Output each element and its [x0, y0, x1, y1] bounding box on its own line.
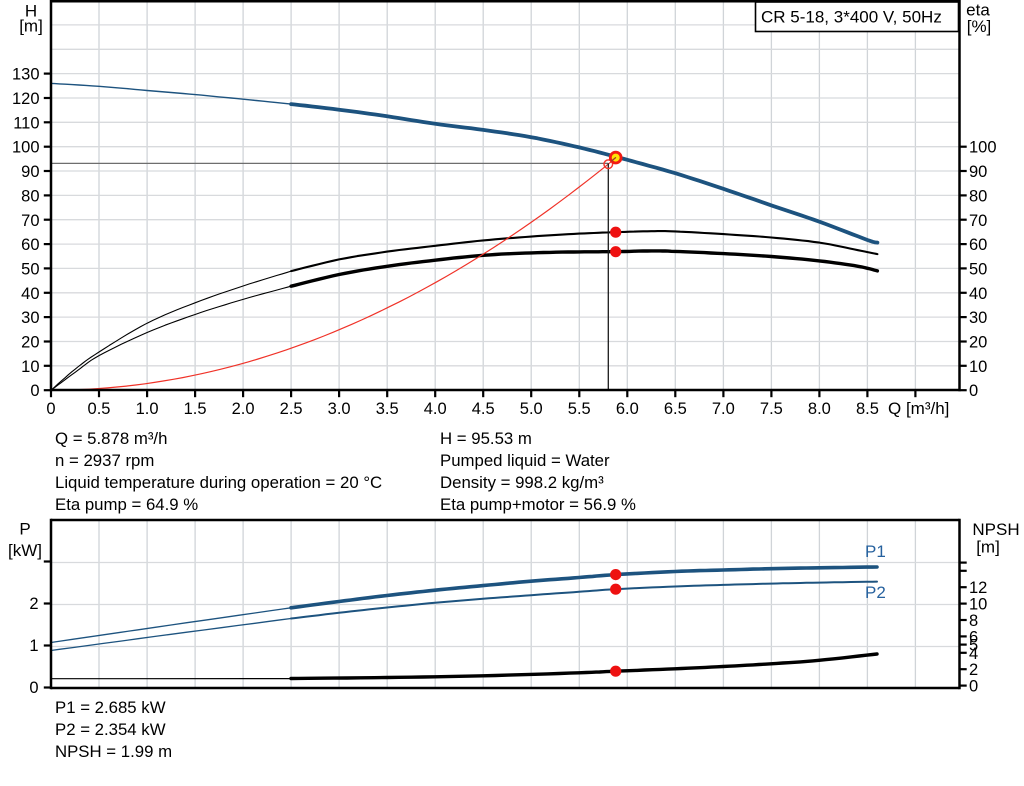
svg-text:50: 50 — [969, 260, 987, 278]
svg-text:P2: P2 — [865, 583, 886, 602]
svg-text:30: 30 — [969, 309, 987, 327]
svg-text:P1: P1 — [865, 542, 886, 561]
svg-text:Q [m³/h]: Q [m³/h] — [888, 399, 949, 418]
svg-text:90: 90 — [969, 163, 987, 181]
svg-text:90: 90 — [21, 163, 39, 181]
svg-text:4.5: 4.5 — [472, 400, 495, 418]
svg-text:Eta pump+motor = 56.9 %: Eta pump+motor = 56.9 % — [440, 495, 636, 514]
svg-text:4.0: 4.0 — [424, 400, 447, 418]
svg-text:10: 10 — [969, 358, 987, 376]
svg-text:Pumped liquid = Water: Pumped liquid = Water — [440, 451, 610, 470]
svg-text:Liquid temperature during oper: Liquid temperature during operation = 20… — [55, 473, 382, 492]
svg-text:100: 100 — [12, 139, 40, 157]
svg-text:[kW]: [kW] — [8, 541, 42, 560]
svg-text:20: 20 — [21, 334, 39, 352]
svg-text:2: 2 — [29, 595, 38, 613]
svg-text:2: 2 — [969, 661, 978, 679]
svg-text:n = 2937 rpm: n = 2937 rpm — [55, 451, 154, 470]
svg-text:1: 1 — [29, 637, 38, 655]
svg-text:[m]: [m] — [976, 538, 1000, 557]
svg-text:110: 110 — [13, 114, 39, 132]
svg-text:80: 80 — [969, 187, 987, 205]
svg-text:7.0: 7.0 — [712, 400, 735, 418]
svg-text:70: 70 — [21, 212, 39, 230]
svg-text:3.5: 3.5 — [376, 400, 399, 418]
svg-text:8.0: 8.0 — [808, 400, 831, 418]
svg-text:3.0: 3.0 — [328, 400, 351, 418]
svg-text:P2 = 2.354 kW: P2 = 2.354 kW — [55, 720, 166, 739]
svg-text:0.5: 0.5 — [88, 400, 111, 418]
svg-text:80: 80 — [21, 187, 39, 205]
svg-text:100: 100 — [969, 139, 997, 157]
svg-text:2.0: 2.0 — [232, 400, 255, 418]
svg-text:CR 5-18, 3*400 V, 50Hz: CR 5-18, 3*400 V, 50Hz — [761, 8, 942, 27]
svg-text:60: 60 — [21, 236, 39, 254]
svg-text:0: 0 — [29, 679, 38, 697]
svg-text:5.0: 5.0 — [520, 400, 543, 418]
svg-text:50: 50 — [21, 260, 39, 278]
svg-text:6: 6 — [969, 628, 978, 646]
svg-text:12: 12 — [969, 579, 987, 597]
svg-text:NPSH = 1.99 m: NPSH = 1.99 m — [55, 742, 172, 761]
svg-text:2.5: 2.5 — [280, 400, 303, 418]
svg-text:5.5: 5.5 — [568, 400, 591, 418]
svg-text:20: 20 — [969, 334, 987, 352]
svg-text:8.5: 8.5 — [856, 400, 879, 418]
svg-text:6.0: 6.0 — [616, 400, 639, 418]
svg-text:0: 0 — [30, 382, 39, 400]
svg-text:Density = 998.2 kg/m³: Density = 998.2 kg/m³ — [440, 473, 604, 492]
svg-text:7.5: 7.5 — [760, 400, 783, 418]
svg-text:120: 120 — [12, 90, 40, 108]
svg-text:[m]: [m] — [19, 17, 43, 36]
svg-text:70: 70 — [969, 212, 987, 230]
svg-text:40: 40 — [969, 285, 987, 303]
svg-text:10: 10 — [969, 596, 987, 614]
svg-text:8: 8 — [969, 612, 978, 630]
svg-text:130: 130 — [12, 66, 40, 84]
svg-text:60: 60 — [969, 236, 987, 254]
svg-text:30: 30 — [21, 309, 39, 327]
svg-text:0: 0 — [46, 400, 55, 418]
svg-text:1.0: 1.0 — [136, 400, 159, 418]
svg-text:1.5: 1.5 — [184, 400, 207, 418]
svg-text:10: 10 — [21, 358, 39, 376]
svg-text:6.5: 6.5 — [664, 400, 687, 418]
svg-text:P1 = 2.685 kW: P1 = 2.685 kW — [55, 698, 166, 717]
svg-text:[%]: [%] — [967, 17, 992, 36]
svg-text:H = 95.53 m: H = 95.53 m — [440, 429, 532, 448]
svg-text:P: P — [19, 520, 30, 539]
svg-text:NPSH: NPSH — [972, 520, 1019, 539]
svg-text:Eta pump = 64.9 %: Eta pump = 64.9 % — [55, 495, 198, 514]
svg-text:Q = 5.878 m³/h: Q = 5.878 m³/h — [55, 429, 167, 448]
svg-text:40: 40 — [21, 285, 39, 303]
svg-text:0: 0 — [969, 382, 978, 400]
svg-text:0: 0 — [969, 678, 978, 696]
